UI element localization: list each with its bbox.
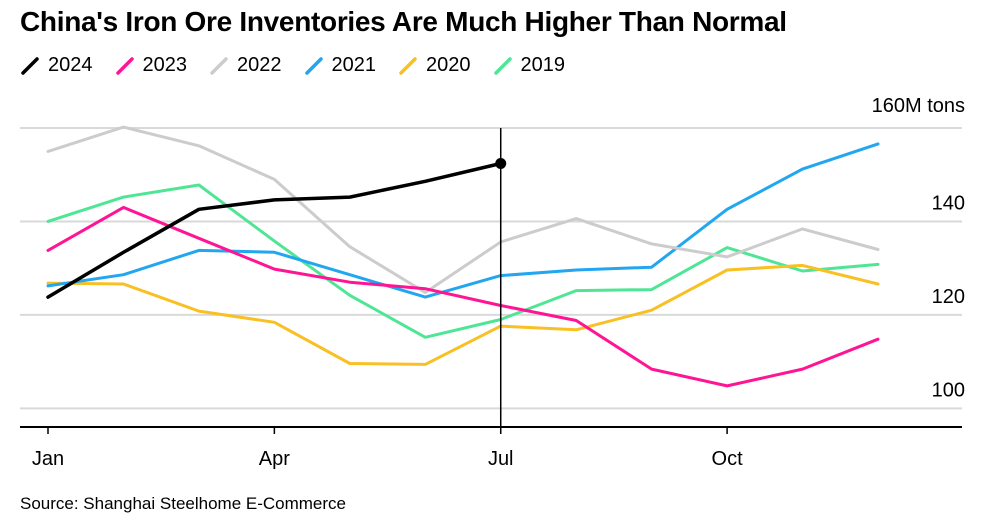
legend-label: 2023 [142,54,188,76]
legend-swatch [21,56,39,75]
legend-label: 2024 [48,54,93,76]
y-tick-label: 120 [932,286,965,308]
legend-item-2019: 2019 [493,54,566,77]
legend-label: 2019 [520,54,566,76]
x-tick-label: Oct [712,448,744,470]
x-tick-label: Jan [32,448,64,470]
legend-swatch [304,56,323,75]
legend-swatch [399,56,417,75]
series-line-2021 [46,142,880,299]
legend-item-2023: 2023 [115,54,188,77]
source-note: Source: Shanghai Steelhome E-Commerce [20,494,346,513]
legend-item-2024: 2024 [20,54,93,77]
legend-label: 2022 [237,54,282,76]
series-line-2022 [46,125,880,294]
legend-label: 2020 [426,54,471,76]
chart-title: China's Iron Ore Inventories Are Much Hi… [20,6,787,37]
y-tick-label: 140 [932,192,965,214]
legend-swatch [493,56,512,75]
series-line-2024 [46,161,503,299]
legend-swatch [210,56,228,75]
legend-swatch [115,56,134,75]
x-tick-label: Jul [488,448,514,470]
series-line-2020 [46,263,880,366]
legend-item-2021: 2021 [304,54,377,77]
x-tick-label: Apr [259,448,290,470]
series-lines [46,125,880,388]
legend-label: 2021 [331,54,377,76]
x-axis: Jan Apr Jul Oct [20,426,962,470]
chart-legend: 2024 2023 2022 2021 2020 2019 [20,54,587,77]
y-tick-label: 100 [932,379,965,401]
y-tick-label: 160M tons [872,95,965,117]
legend-item-2020: 2020 [398,54,471,77]
legend-item-2022: 2022 [209,54,282,77]
y-axis-labels: 160M tons 140 120 100 [872,95,965,401]
series-line-2023 [46,205,880,388]
